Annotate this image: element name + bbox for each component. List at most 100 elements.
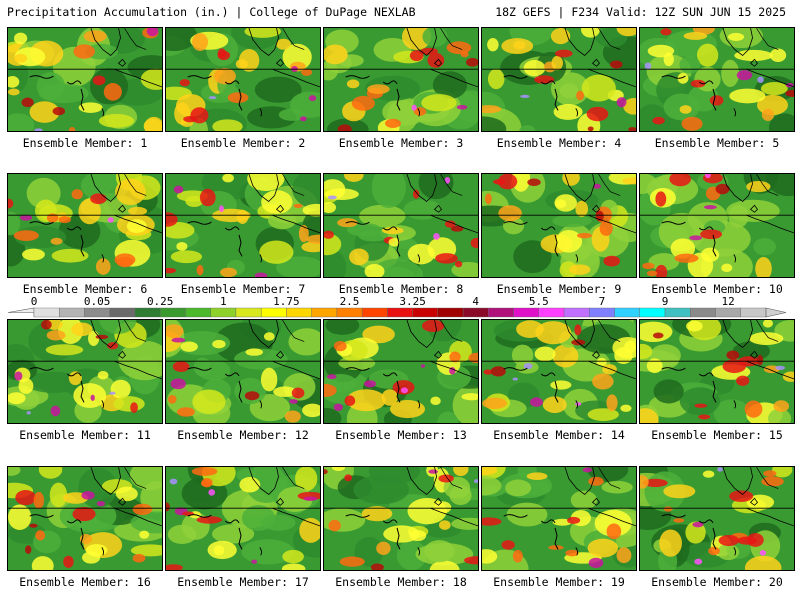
colorbar-tick-label: 3.25 — [399, 295, 426, 308]
ensemble-member-panel: Ensemble Member: 6 — [7, 173, 163, 296]
colorbar-swatch — [690, 307, 716, 318]
precipitation-map — [7, 173, 163, 278]
colorbar-swatch — [160, 307, 186, 318]
colorbar-swatch — [311, 307, 338, 318]
colorbar-swatch — [614, 307, 640, 318]
precipitation-map — [639, 173, 795, 278]
member-label: Ensemble Member: 12 — [177, 428, 309, 442]
colorbar-tick-label: 1 — [219, 295, 227, 308]
member-label: Ensemble Member: 16 — [19, 575, 151, 589]
colorbar-swatch — [639, 307, 666, 318]
colorbar-tick-label: 1.75 — [273, 295, 300, 308]
ensemble-member-panel: Ensemble Member: 4 — [481, 27, 637, 150]
precipitation-map — [323, 173, 479, 278]
ensemble-member-panel: Ensemble Member: 13 — [323, 319, 479, 442]
precipitation-map — [7, 27, 163, 132]
colorbar-swatch — [134, 307, 161, 318]
member-label: Ensemble Member: 17 — [177, 575, 309, 589]
ensemble-member-panel: Ensemble Member: 2 — [165, 27, 321, 150]
colorbar-swatch — [462, 307, 489, 318]
precipitation-map — [481, 466, 637, 571]
member-label: Ensemble Member: 13 — [335, 428, 467, 442]
colorbar-swatch — [33, 307, 60, 318]
ensemble-member-panel: Ensemble Member: 18 — [323, 466, 479, 589]
member-label: Ensemble Member: 8 — [338, 282, 464, 296]
member-label: Ensemble Member: 1 — [22, 136, 148, 150]
colorbar-swatch — [437, 307, 464, 318]
colorbar-swatch — [488, 307, 514, 318]
colorbar-swatch — [336, 307, 363, 318]
colorbar-tick-label: 2.5 — [339, 295, 360, 308]
precipitation-map — [165, 27, 321, 132]
colorbar-swatch — [740, 307, 767, 318]
colorbar-swatch — [260, 307, 287, 318]
colorbar-tick-label: 12 — [721, 295, 735, 308]
colorbar-legend: 0 0.05 0.25 1 1.75 2.5 3.25 4 5.5 7 9 12 — [0, 296, 800, 318]
colorbar-tick-label: 5.5 — [528, 295, 549, 308]
colorbar-swatch — [361, 307, 388, 318]
colorbar-tick-label: 4 — [472, 295, 479, 308]
colorbar-swatch — [185, 307, 211, 318]
ensemble-member-panel: Ensemble Member: 8 — [323, 173, 479, 296]
ensemble-member-panel: Ensemble Member: 10 — [639, 173, 795, 296]
member-label: Ensemble Member: 18 — [335, 575, 467, 589]
member-label: Ensemble Member: 10 — [651, 282, 783, 296]
precipitation-map — [481, 27, 637, 132]
member-label: Ensemble Member: 20 — [651, 575, 783, 589]
colorbar-tick-label: 9 — [661, 295, 669, 308]
colorbar-swatch — [563, 307, 590, 318]
run-info: 18Z GEFS | F234 Valid: 12Z SUN JUN 15 20… — [495, 5, 786, 19]
member-label: Ensemble Member: 9 — [496, 282, 622, 296]
ensemble-member-panel: Ensemble Member: 14 — [481, 319, 637, 442]
member-label: Ensemble Member: 6 — [22, 282, 148, 296]
colorbar-swatch — [210, 307, 237, 318]
member-label: Ensemble Member: 2 — [180, 136, 306, 150]
colorbar-swatch — [59, 307, 85, 318]
colorbar-swatch — [109, 307, 136, 318]
precipitation-map — [165, 319, 321, 424]
member-label: Ensemble Member: 3 — [338, 136, 464, 150]
colorbar-swatch — [664, 307, 691, 318]
ensemble-member-panel: Ensemble Member: 19 — [481, 466, 637, 589]
colorbar-swatch — [715, 307, 741, 318]
ensemble-member-panel: Ensemble Member: 1 — [7, 27, 163, 150]
ensemble-member-panel: Ensemble Member: 3 — [323, 27, 479, 150]
colorbar-swatch — [513, 307, 540, 318]
member-label: Ensemble Member: 7 — [180, 282, 306, 296]
ensemble-member-panel: Ensemble Member: 17 — [165, 466, 321, 589]
colorbar-tick-label: 0.25 — [146, 295, 174, 308]
precipitation-map — [165, 466, 321, 571]
colorbar-swatch — [235, 307, 262, 318]
ensemble-member-panel: Ensemble Member: 15 — [639, 319, 795, 442]
ensemble-member-panel: Ensemble Member: 20 — [639, 466, 795, 589]
colorbar-tick-label: 7 — [598, 295, 606, 308]
precipitation-map — [165, 173, 321, 278]
precipitation-map — [481, 319, 637, 424]
colorbar-swatch — [589, 307, 615, 318]
colorbar-tick-label: 0.05 — [83, 295, 111, 308]
member-label: Ensemble Member: 4 — [496, 136, 622, 150]
precipitation-map — [7, 319, 163, 424]
colorbar-swatch — [538, 307, 565, 318]
member-label: Ensemble Member: 14 — [493, 428, 625, 442]
member-label: Ensemble Member: 19 — [493, 575, 625, 589]
ensemble-member-panel: Ensemble Member: 12 — [165, 319, 321, 442]
member-label: Ensemble Member: 15 — [651, 428, 783, 442]
colorbar-tick-label: 0 — [30, 295, 38, 308]
colorbar-swatches — [7, 307, 787, 318]
member-label: Ensemble Member: 11 — [19, 428, 151, 442]
colorbar-swatch — [412, 307, 439, 318]
precipitation-map — [323, 466, 479, 571]
ensemble-member-panel: Ensemble Member: 7 — [165, 173, 321, 296]
map-title: Precipitation Accumulation (in.) | Colle… — [7, 5, 416, 19]
member-label: Ensemble Member: 5 — [654, 136, 780, 150]
precipitation-map — [323, 319, 479, 424]
colorbar-swatch — [387, 307, 413, 318]
precipitation-map — [323, 27, 479, 132]
precipitation-map — [639, 27, 795, 132]
precipitation-map — [7, 466, 163, 571]
colorbar-swatch — [286, 307, 312, 318]
ensemble-member-panel: Ensemble Member: 16 — [7, 466, 163, 589]
ensemble-member-panel: Ensemble Member: 11 — [7, 319, 163, 442]
